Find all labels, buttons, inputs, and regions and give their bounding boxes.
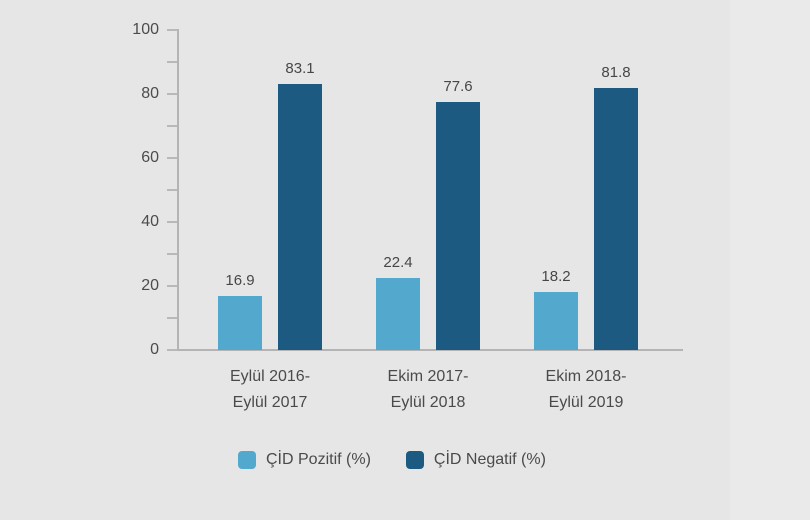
y-tick [167,93,177,95]
category-label-2: Ekim 2018- Eylül 2019 [545,368,627,411]
chart-legend: ÇİD Pozitif (%) ÇİD Negatif (%) [238,448,546,472]
negatif-swatch-icon [405,451,424,469]
y-tick [167,125,177,127]
y-tick [167,285,177,287]
y-tick [167,189,177,191]
bar-negatif-2 [594,88,638,350]
bar-value-label: 18.2 [541,267,571,285]
y-tick-label: 80 [141,85,159,102]
y-tick [167,317,177,319]
y-tick [167,61,177,63]
y-tick [167,221,177,223]
bar-value-label: 81.8 [601,64,631,82]
bar-pozitif-0 [218,295,262,350]
category-label-0: Eylül 2016- Eylül 2017 [229,368,311,411]
bar-value-label: 83.1 [285,60,315,78]
y-tick [167,29,177,31]
y-tick [167,253,177,255]
bar-pozitif-2 [534,291,578,350]
legend-item-pozitif[interactable]: ÇİD Pozitif (%) [238,448,371,472]
y-tick-label: 100 [132,21,159,38]
bar-negatif-0 [278,84,322,350]
bar-negatif-1 [436,101,480,350]
legend-item-negatif[interactable]: ÇİD Negatif (%) [405,448,546,472]
y-tick-label: 40 [141,213,159,230]
y-tick-label: 60 [141,149,159,166]
legend-label-pozitif: ÇİD Pozitif (%) [266,451,371,468]
bar-pozitif-1 [376,278,420,350]
y-axis-line [177,29,179,351]
bar-value-label: 77.6 [443,77,473,95]
bar-value-label: 16.9 [225,271,255,289]
right-panel [730,0,810,520]
y-tick-label: 20 [141,277,159,294]
y-tick [167,349,177,351]
y-tick-label: 0 [150,341,159,358]
grouped-bar-chart: 0 20 40 60 80 100 16.9 22.4 18.2 83.1 77.6 81.8 Ey… [132,21,683,411]
chart-card: 0 20 40 60 80 100 16.9 22.4 18.2 83.1 77.6 81.8 Ey… [132,21,683,472]
category-label-1: Ekim 2017- Eylül 2018 [387,368,469,411]
pozitif-swatch-icon [238,451,256,469]
y-tick [167,157,177,159]
x-axis-line [177,349,683,351]
bar-value-label: 22.4 [383,254,413,272]
legend-label-negatif: ÇİD Negatif (%) [433,451,546,468]
